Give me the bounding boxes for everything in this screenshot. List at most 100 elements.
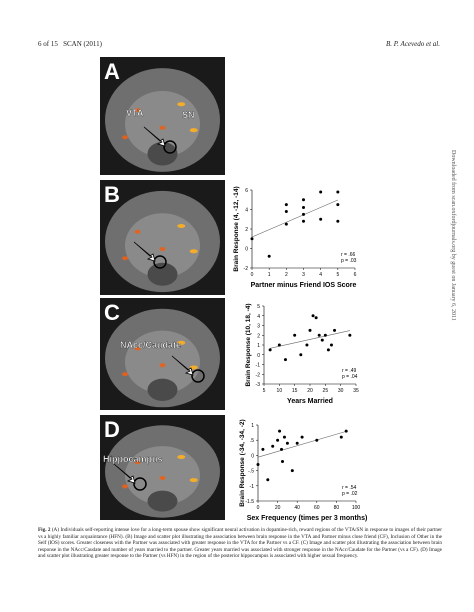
region-label: VTA [126,108,144,118]
data-point [280,447,284,451]
data-point [295,441,299,445]
data-point [266,478,270,482]
y-tick-label: 0 [245,247,248,253]
activation [159,363,166,368]
data-point [319,190,323,194]
y-tick-label: .5 [250,438,254,444]
data-point [344,429,348,433]
activation [122,484,128,489]
panel-letter: A [104,59,120,84]
data-point [284,203,288,207]
activation [177,455,186,459]
stat-label: p = .02 [342,491,358,497]
x-tick-label: 5 [263,388,266,394]
y-tick-label: 4 [245,208,248,214]
authors: B. P. Acevedo et al. [386,40,440,48]
x-axis-label: Partner minus Friend IOS Score [251,282,357,289]
region-label: NAcc/Caudate [120,340,181,350]
data-point [326,348,330,352]
activation [159,476,166,480]
x-tick-label: 100 [352,505,361,511]
y-tick-label: -3 [256,382,261,388]
region-circle [133,477,147,491]
stat-label: p = .04 [342,374,358,380]
data-point [278,429,282,433]
region-label: Hippocampus [103,454,163,464]
y-tick-label: 1 [257,343,260,349]
data-point [261,447,265,451]
region-circle [191,369,205,383]
activation [177,102,186,107]
data-point [317,333,321,337]
activation [134,108,141,113]
panel-letter: B [104,182,120,207]
x-tick-label: 35 [353,388,359,394]
region-circle [163,140,177,154]
stat-label: r = .66 [341,252,356,258]
arrow [171,355,194,376]
activation [189,128,198,133]
y-tick-label: 6 [245,188,248,194]
data-point [339,435,343,439]
activation [177,340,186,345]
data-point [305,343,309,347]
data-point [281,459,284,463]
x-tick-label: 4 [319,272,322,278]
activation [189,249,198,254]
y-axis-label: Brain Response (10, 18, -4) [245,303,252,386]
y-tick-label: -.5 [248,469,254,475]
activation [189,478,198,483]
arrow [133,241,156,262]
x-tick-label: 25 [323,388,329,394]
caption: Fig. 2 (A) Individuals self-reporting in… [38,527,442,560]
x-tick-label: 0 [251,272,254,278]
brain-tissue [125,213,200,278]
x-tick-label: 15 [292,388,298,394]
data-point [284,209,288,213]
caption-label: Fig. 2 [38,527,51,533]
brain-tissue [147,490,178,512]
data-point [311,314,315,318]
brain-tissue [147,262,178,286]
data-point [271,444,275,448]
activation [159,125,166,130]
y-tick-label: 0 [257,353,260,359]
data-point [333,328,337,332]
brain-tissue [147,378,178,402]
data-point [250,237,254,241]
brain-tissue [125,446,200,505]
data-point [323,333,327,337]
data-point [302,198,305,202]
data-point [302,212,305,216]
fit-line [257,431,347,458]
data-point [256,463,260,467]
x-tick-label: 20 [275,505,281,511]
x-tick-label: 10 [277,388,283,394]
data-point [336,190,340,194]
data-point [320,338,324,342]
y-tick-label: 5 [257,304,260,310]
arrow [113,463,136,484]
data-point [314,316,318,320]
activation [134,346,141,351]
x-tick-label: 80 [334,505,340,511]
activation [177,224,186,228]
fit-line [251,199,338,238]
data-point [285,441,289,445]
activation [134,229,141,234]
data-point [348,333,352,337]
x-tick-label: 6 [354,272,357,278]
data-point [319,217,323,221]
data-point [308,328,312,332]
y-tick-label: 4 [257,314,260,320]
y-tick-label: 0 [251,453,254,459]
x-tick-label: 60 [314,505,320,511]
x-tick-label: 20 [307,388,313,394]
x-tick-label: 0 [257,505,260,511]
data-point [284,222,288,226]
x-tick-label: 3 [302,272,305,278]
region-circle [153,255,167,269]
stat-label: p = .03 [341,258,357,264]
y-axis-label: Brain Response (4, -12, -14) [233,186,240,271]
